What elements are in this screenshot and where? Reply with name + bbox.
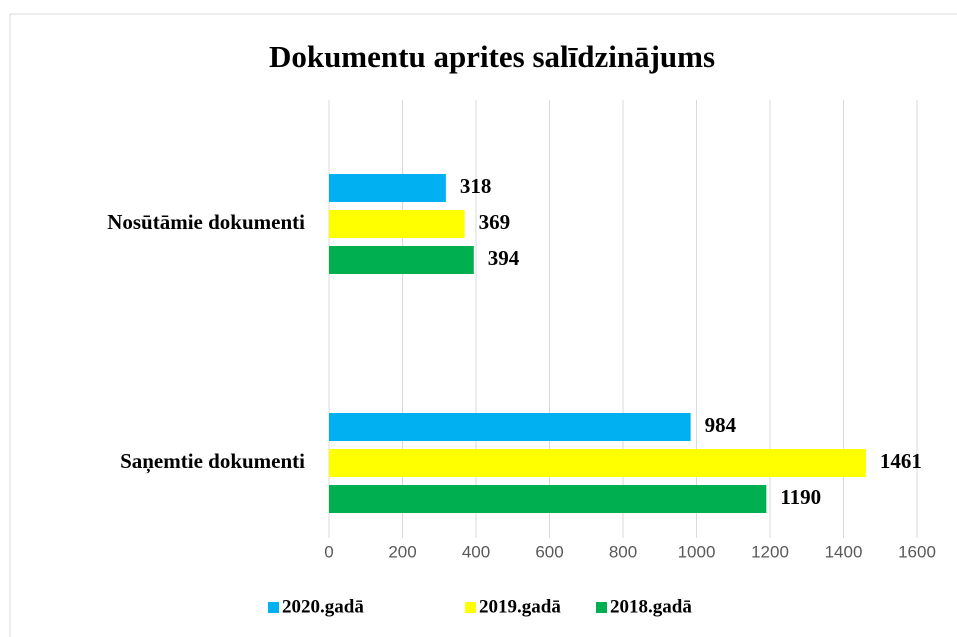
x-tick-label: 0 (324, 542, 333, 561)
value-label: 318 (460, 174, 492, 198)
chart-title: Dokumentu aprites salīdzinājums (269, 39, 715, 74)
x-tick-label: 600 (535, 542, 563, 561)
value-label: 369 (479, 210, 511, 234)
value-label: 1461 (880, 449, 922, 473)
x-tick-label: 800 (609, 542, 637, 561)
x-tick-label: 200 (388, 542, 416, 561)
category-label: Saņemtie dokumenti (120, 449, 305, 474)
bar (329, 210, 465, 238)
legend-label: 2020.gadā (282, 596, 364, 617)
legend-swatch (465, 602, 476, 613)
x-tick-label: 400 (462, 542, 490, 561)
legend-label: 2019.gadā (479, 596, 561, 617)
value-label: 394 (488, 246, 520, 270)
legend-swatch (596, 602, 607, 613)
value-label: 1190 (780, 485, 821, 509)
value-label: 984 (705, 413, 737, 437)
legend-label: 2018.gadā (610, 596, 692, 617)
bar (329, 449, 866, 477)
x-tick-label: 1200 (751, 542, 789, 561)
category-label: Nosūtāmie dokumenti (107, 210, 305, 234)
bar (329, 246, 474, 274)
bar (329, 413, 691, 441)
x-tick-label: 1600 (898, 542, 936, 561)
bar (329, 174, 446, 202)
chart-border (9, 13, 957, 637)
bar (329, 485, 767, 513)
x-tick-label: 1400 (825, 542, 863, 561)
legend-swatch (268, 602, 279, 613)
x-tick-label: 1000 (678, 542, 716, 561)
